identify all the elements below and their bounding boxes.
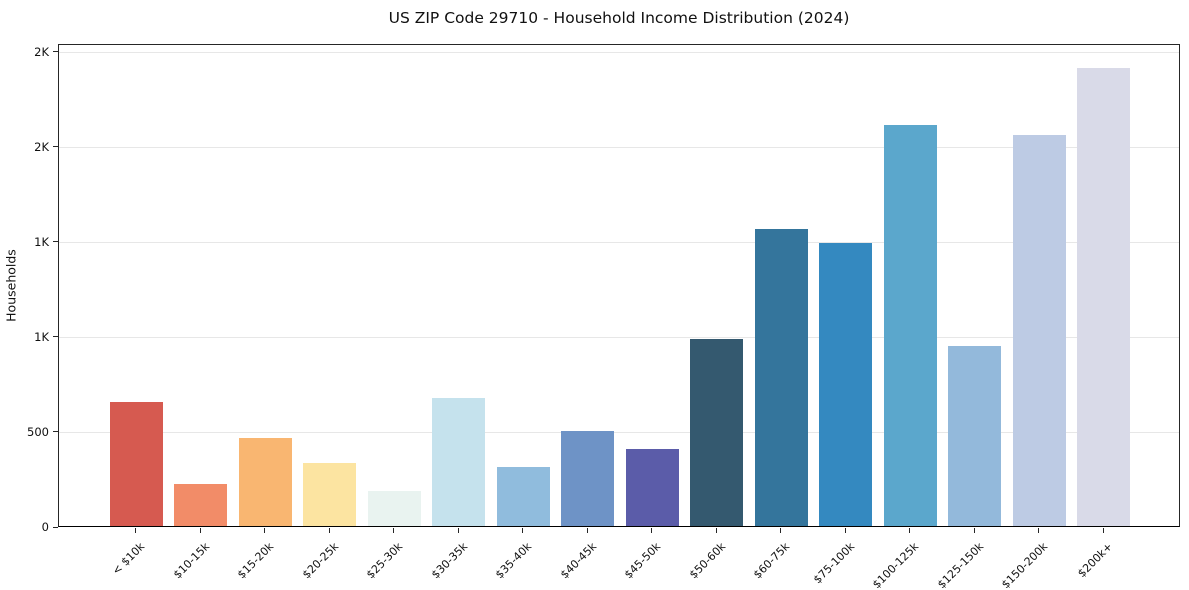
x-tick-mark: [1102, 528, 1104, 533]
bar-150-200k: [1012, 135, 1066, 526]
bar-75-100k: [819, 242, 872, 526]
bar-10-15k: [174, 484, 227, 526]
y-tick-label: 2K: [34, 139, 49, 154]
bar-10k: [109, 402, 163, 526]
y-tick-label: 0: [41, 520, 49, 534]
x-tick-label: $20-25k: [299, 540, 341, 582]
x-tick-mark: [522, 528, 523, 533]
x-tick-mark: [135, 528, 136, 533]
x-tick-mark: [651, 528, 652, 533]
gridline-2500: [59, 52, 1179, 54]
y-tick-mark: [53, 526, 58, 528]
y-tick-mark: [53, 431, 58, 433]
x-tick-mark: [1038, 528, 1039, 533]
y-tick-mark: [53, 241, 58, 243]
bar-125-150k: [948, 346, 1001, 526]
x-tick-mark: [973, 528, 975, 533]
x-tick-label: $10-15k: [170, 540, 212, 582]
bar-15-20k: [238, 437, 292, 526]
x-tick-mark: [780, 528, 781, 533]
gridline-1000: [59, 337, 1179, 339]
bar-200k+: [1077, 67, 1130, 526]
x-tick-label: $30-35k: [428, 540, 470, 582]
y-tick-label: 500: [27, 424, 49, 439]
x-tick-mark: [199, 528, 201, 533]
x-tick-label: < $10k: [109, 540, 148, 578]
bar-35-40k: [496, 467, 550, 526]
gridline-2000: [59, 147, 1179, 149]
x-tick-label: $60-75k: [750, 540, 793, 582]
bar-60-75k: [754, 229, 808, 526]
x-tick-label: $45-50k: [621, 540, 664, 582]
gridline-500: [59, 432, 1179, 434]
x-tick-label: $150-200k: [999, 540, 1051, 590]
chart-title: US ZIP Code 29710 - Household Income Dis…: [388, 9, 850, 27]
bar-45-50k: [625, 449, 679, 526]
bar-40-45k: [561, 430, 614, 526]
x-tick-mark: [715, 528, 717, 533]
x-tick-label: $75-100k: [810, 540, 857, 587]
bar-50-60k: [690, 338, 743, 526]
gridline-1500: [59, 242, 1179, 244]
x-tick-mark: [586, 528, 588, 533]
x-tick-mark: [457, 528, 459, 533]
x-tick-mark: [844, 528, 846, 533]
x-tick-label: $100-125k: [870, 540, 922, 590]
x-tick-label: $50-60k: [686, 540, 728, 582]
y-tick-mark: [53, 146, 58, 148]
bar-25-30k: [367, 490, 421, 526]
plot-area: [58, 44, 1180, 527]
x-tick-label: $35-40k: [492, 540, 535, 582]
x-tick-mark: [909, 528, 910, 533]
x-tick-mark: [393, 528, 394, 533]
y-tick-mark: [53, 336, 58, 338]
x-tick-label: $40-45k: [557, 540, 599, 582]
y-tick-mark: [53, 51, 58, 53]
y-tick-label: 1K: [34, 234, 49, 249]
x-tick-mark: [328, 528, 330, 533]
x-tick-mark: [264, 528, 265, 533]
bar-100-125k: [883, 124, 937, 526]
x-tick-label: $25-30k: [363, 540, 406, 582]
x-tick-label: $15-20k: [234, 540, 277, 582]
y-tick-label: 2K: [34, 44, 49, 59]
bar-20-25k: [303, 463, 356, 526]
bar-30-35k: [432, 397, 485, 526]
x-tick-label: $125-150k: [934, 540, 986, 590]
x-tick-label: $200k+: [1074, 540, 1115, 581]
y-tick-label: 1K: [34, 329, 49, 344]
